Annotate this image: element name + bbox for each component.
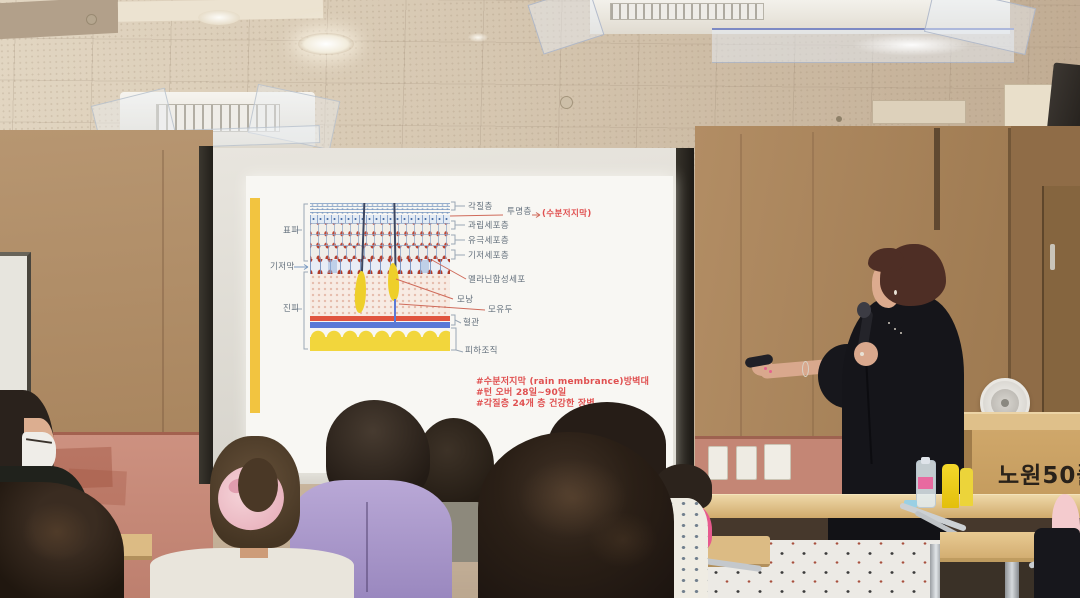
acrylic-glare bbox=[852, 34, 972, 56]
sprinkler-icon bbox=[560, 96, 573, 109]
podium-top bbox=[956, 412, 1080, 434]
screen-frame-left bbox=[199, 146, 213, 484]
wall-outlet bbox=[764, 444, 791, 480]
subcutis-bumps bbox=[310, 329, 450, 338]
screen-frame-right bbox=[676, 148, 694, 478]
dermis-region bbox=[310, 274, 450, 317]
ceiling-light-main bbox=[298, 33, 354, 55]
nail-polish-dot bbox=[769, 370, 772, 373]
diagram-label-stratum-lucidum: 투명층 bbox=[507, 207, 532, 217]
wall-outlet bbox=[708, 446, 728, 480]
bottle-cap bbox=[921, 457, 930, 464]
blood-vessel-red bbox=[310, 316, 450, 321]
wall-seam bbox=[740, 134, 742, 436]
diagram-label-hair-papilla: 모유두 bbox=[488, 305, 513, 315]
capillary-line bbox=[394, 299, 396, 323]
door-handle bbox=[1050, 244, 1055, 270]
slide-note-1: #수분저지막 (rain membrance)방벽대 bbox=[476, 377, 650, 387]
diagram-label-basement-membrane: 기저막 bbox=[270, 262, 295, 272]
chrome-leg bbox=[1005, 562, 1019, 598]
slide-note-3: #각질층 24개 층 건강한 장벽 bbox=[476, 399, 595, 409]
presenter-hand-right bbox=[854, 342, 878, 366]
melanocyte-cell bbox=[328, 260, 337, 273]
ceiling-light-dim bbox=[198, 10, 240, 25]
audience-3-hair-bun bbox=[238, 458, 278, 512]
ac-grille bbox=[156, 104, 280, 132]
ceiling-recess bbox=[0, 0, 118, 40]
wall-seam-dark bbox=[934, 128, 940, 230]
sprinkler-icon bbox=[836, 116, 842, 122]
water-bottle bbox=[916, 457, 936, 508]
diagram-label-stratum-corneum: 각질층 bbox=[468, 202, 493, 212]
diagram-label-subcutaneous-tissue: 피하조직 bbox=[465, 346, 498, 356]
diagram-label-spinous-layer: 유극세포층 bbox=[468, 236, 510, 246]
podium-sign: 노원50플 bbox=[998, 463, 1080, 489]
hair-highlight bbox=[588, 512, 658, 568]
presenter-ring bbox=[860, 352, 864, 356]
diagram-label-blood-vessel: 혈관 bbox=[463, 318, 480, 328]
ceiling-light-small bbox=[468, 33, 488, 42]
wall-outlet bbox=[736, 446, 757, 480]
subcutis-region bbox=[310, 337, 450, 351]
diagram-label-hair-follicle: 모낭 bbox=[457, 295, 474, 305]
audience-6-head bbox=[478, 432, 674, 598]
yellow-tumbler-2 bbox=[960, 468, 973, 506]
skin-diagram bbox=[310, 202, 450, 351]
wall-corner bbox=[1008, 128, 1011, 460]
presenter-earring bbox=[894, 290, 897, 295]
presenter-bracelet bbox=[802, 361, 809, 377]
ac-grille bbox=[610, 3, 764, 20]
presenter-hair-fringe bbox=[868, 248, 904, 272]
diagram-label-dermis: 진피 bbox=[283, 304, 300, 314]
spinous-rows bbox=[310, 223, 450, 246]
slide-leader-lines bbox=[294, 201, 541, 353]
audience-2-head bbox=[0, 482, 124, 598]
blue-item bbox=[904, 500, 917, 508]
hair-highlight bbox=[22, 502, 92, 562]
presenter-legs-gap bbox=[828, 518, 946, 544]
upper-basal-row bbox=[310, 246, 450, 259]
door bbox=[1042, 186, 1080, 448]
ceiling-vent-1 bbox=[872, 100, 966, 124]
slide-note-2: #턴 오버 28일~90일 bbox=[476, 388, 567, 398]
fan-hub bbox=[1001, 399, 1009, 407]
melanocyte-cell bbox=[420, 260, 429, 273]
ac-unit-left bbox=[120, 92, 315, 148]
basal-row bbox=[310, 259, 450, 274]
diagram-label-moisture-barrier: (수분저지막) bbox=[542, 209, 592, 219]
dark-bag bbox=[1034, 528, 1080, 598]
diagram-label-melanocyte: 멜라닌합성세포 bbox=[468, 275, 526, 285]
bottle-label bbox=[918, 477, 933, 489]
granular-row bbox=[310, 215, 450, 223]
ac-acrylic-panel-main bbox=[712, 28, 1014, 63]
chrome-pole bbox=[930, 544, 942, 598]
shirt-collar-line bbox=[366, 502, 368, 592]
microphone-head bbox=[857, 302, 871, 318]
sprinkler-icon bbox=[86, 14, 97, 25]
nail-polish-dot bbox=[764, 367, 767, 370]
diagram-label-granular-layer: 과립세포층 bbox=[468, 221, 510, 231]
stratum-corneum-row bbox=[310, 203, 450, 215]
slide-accent-bar bbox=[250, 198, 260, 413]
wall-seam bbox=[162, 150, 164, 436]
yellow-tumbler bbox=[942, 464, 959, 508]
diagram-label-epidermis: 표피 bbox=[283, 226, 300, 236]
blood-vessel-blue bbox=[310, 322, 450, 328]
hair-highlight bbox=[518, 458, 628, 538]
diagram-label-basal-layer: 기저세포층 bbox=[468, 251, 510, 261]
wall-seam bbox=[812, 132, 814, 436]
presenter-necklace bbox=[888, 322, 890, 324]
